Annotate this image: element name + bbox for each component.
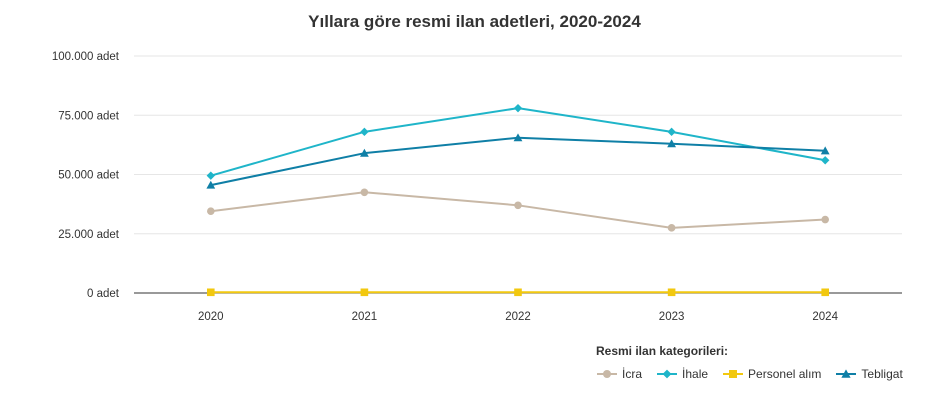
legend-title: Resmi ilan kategorileri: bbox=[596, 344, 729, 358]
data-point-personel-alım bbox=[207, 288, 215, 297]
data-point-i-cra bbox=[821, 215, 829, 224]
data-point-personel-alım bbox=[667, 288, 676, 297]
legend-label: Tebligat bbox=[861, 367, 903, 381]
x-tick-label: 2024 bbox=[812, 311, 838, 323]
data-point-i-cra bbox=[667, 224, 676, 232]
legend-item: İcra bbox=[596, 367, 642, 381]
legend: Resmi ilan kategorileri: İcra İhale Person… bbox=[596, 344, 916, 381]
data-point-i-cra bbox=[207, 207, 215, 216]
data-point-personel-alım bbox=[821, 288, 829, 297]
data-point-tebligat bbox=[360, 148, 369, 157]
legend-swatch bbox=[597, 370, 617, 378]
data-point-i-cra bbox=[360, 188, 369, 197]
x-tick-label: 2023 bbox=[659, 311, 685, 323]
y-tick-label: 50.000 adet bbox=[58, 170, 120, 182]
data-point-i-hale bbox=[513, 103, 523, 113]
series-lines bbox=[206, 103, 830, 297]
legend-label: İhale bbox=[682, 367, 709, 381]
y-tick-label: 0 adet bbox=[87, 288, 120, 300]
data-point-personel-alım bbox=[514, 288, 522, 297]
data-point-i-hale bbox=[206, 171, 215, 180]
legend-swatch-marker bbox=[662, 369, 672, 379]
legend-item: Personel alım bbox=[722, 367, 821, 381]
data-point-i-hale bbox=[360, 127, 369, 137]
legend-items: İcra İhale Personel alım Tebligat bbox=[596, 367, 916, 381]
legend-swatch-marker bbox=[729, 370, 738, 378]
axes: 0 adet 25.000 adet 50.000 adet 75.000 adet 1… bbox=[52, 51, 902, 323]
y-tick-label: 100.000 adet bbox=[52, 51, 120, 63]
data-point-tebligat bbox=[820, 146, 830, 155]
x-tick-label: 2021 bbox=[352, 311, 378, 323]
legend-item: İhale bbox=[656, 367, 708, 381]
gridlines bbox=[134, 55, 902, 235]
data-point-i-hale bbox=[667, 127, 676, 137]
data-point-personel-alım bbox=[360, 288, 369, 297]
series-line-i-cra bbox=[210, 191, 826, 229]
data-point-i-cra bbox=[514, 201, 522, 210]
data-point-i-hale bbox=[821, 156, 830, 165]
legend-swatch-marker bbox=[603, 370, 611, 378]
data-point-tebligat bbox=[206, 180, 216, 189]
legend-item: Tebligat bbox=[835, 367, 903, 381]
x-tick-label: 2020 bbox=[198, 311, 224, 323]
data-point-tebligat bbox=[513, 133, 523, 142]
legend-swatch bbox=[836, 369, 857, 378]
x-tick-label: 2022 bbox=[505, 311, 531, 323]
legend-label: İcra bbox=[622, 367, 643, 381]
legend-swatch bbox=[723, 370, 744, 378]
legend-label: Personel alım bbox=[748, 367, 822, 381]
legend-swatch bbox=[657, 369, 678, 379]
y-tick-label: 25.000 adet bbox=[58, 229, 120, 241]
data-point-tebligat bbox=[667, 139, 676, 148]
legend-swatch-marker bbox=[841, 369, 852, 378]
chart-title: Yıllara göre resmi ilan adetleri, 2020-2… bbox=[308, 12, 641, 31]
series-line-tebligat bbox=[210, 136, 826, 187]
y-tick-label: 75.000 adet bbox=[58, 110, 120, 122]
